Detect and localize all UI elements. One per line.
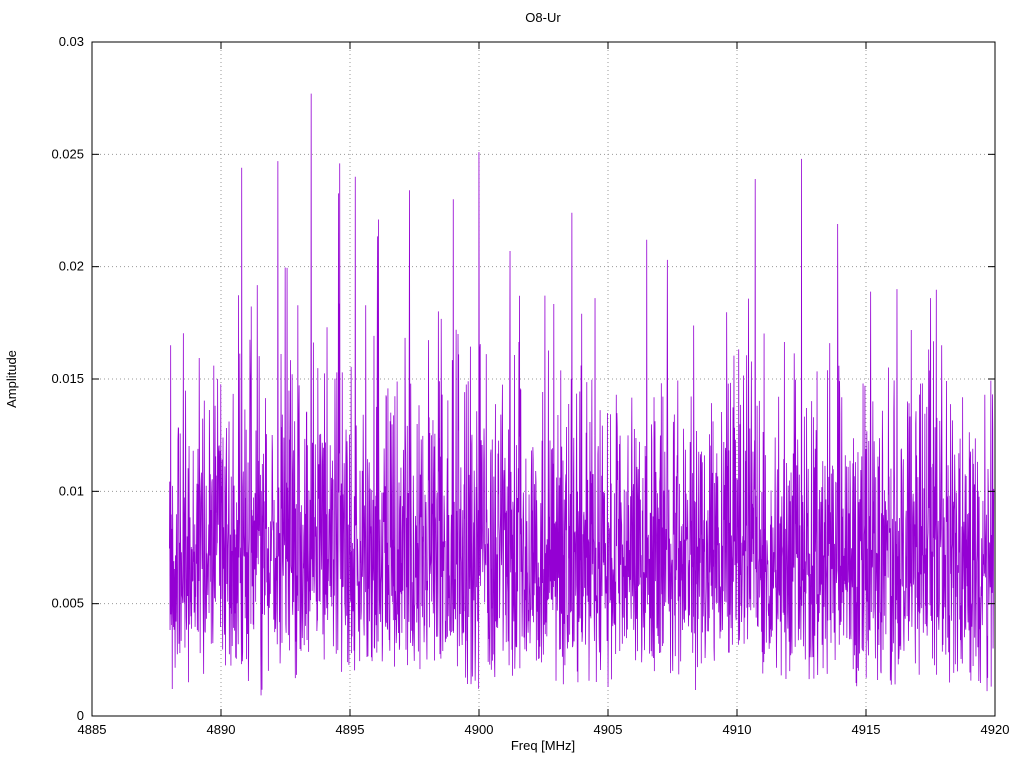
- x-tick-label: 4915: [852, 722, 881, 737]
- x-tick-label: 4905: [594, 722, 623, 737]
- y-tick-label: 0.02: [59, 259, 84, 274]
- y-axis-label: Amplitude: [4, 350, 19, 408]
- y-tick-label: 0: [77, 708, 84, 723]
- x-tick-label: 4895: [336, 722, 365, 737]
- chart-title: O8-Ur: [525, 10, 561, 25]
- x-axis-label: Freq [MHz]: [511, 738, 575, 753]
- x-tick-label: 4910: [723, 722, 752, 737]
- y-tick-label: 0.01: [59, 483, 84, 498]
- y-tick-label: 0.005: [51, 596, 84, 611]
- x-tick-label: 4885: [78, 722, 107, 737]
- noise-spectrum-line: [169, 93, 995, 696]
- x-tick-label: 4890: [207, 722, 236, 737]
- x-tick-label: 4900: [465, 722, 494, 737]
- series-trace: [169, 93, 995, 696]
- x-tick-label: 4920: [981, 722, 1010, 737]
- y-tick-label: 0.015: [51, 371, 84, 386]
- y-tick-label: 0.025: [51, 146, 84, 161]
- axes-and-ticks: 4885 4890 4895 4900 4905 4910 4915 4920 0 0.005 0.…: [51, 34, 1009, 737]
- y-tick-label: 0.03: [59, 34, 84, 49]
